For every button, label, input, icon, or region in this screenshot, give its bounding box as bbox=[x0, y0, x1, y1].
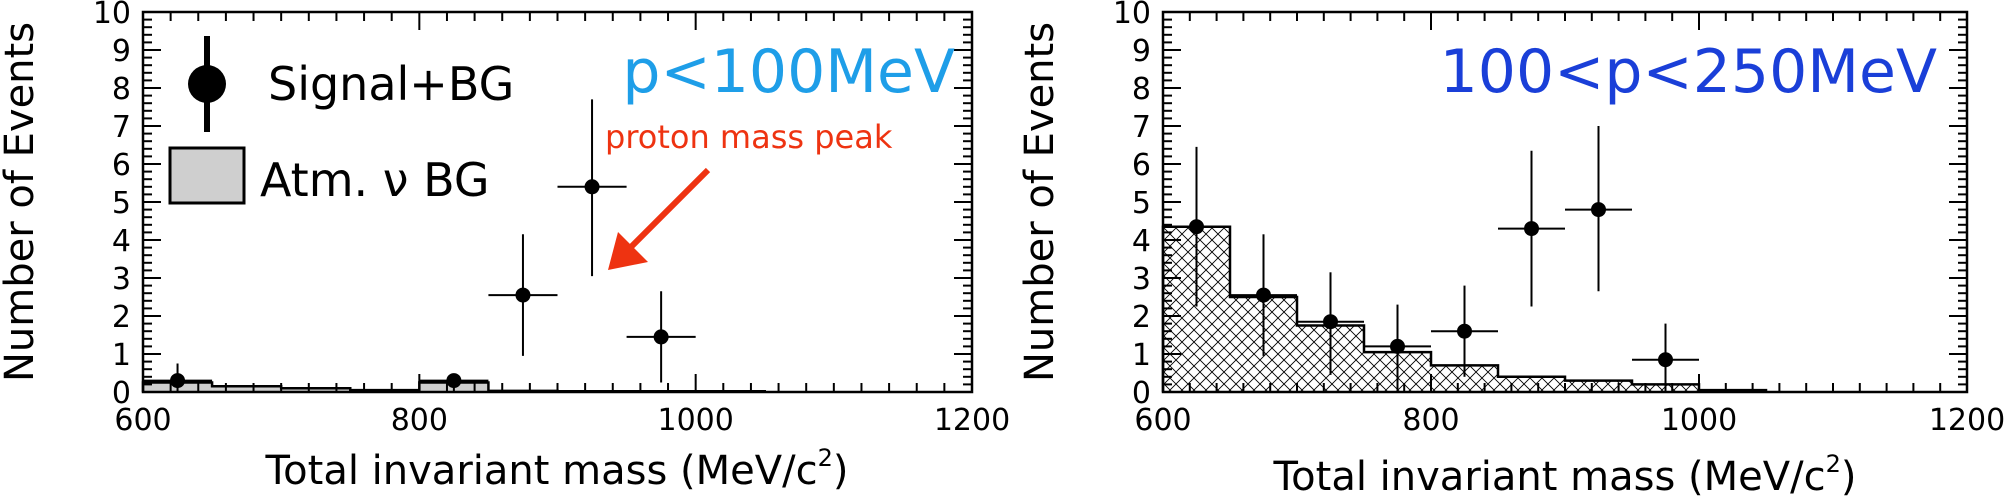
data-points-2 bbox=[1163, 126, 1699, 392]
momentum-range-label-2: 100<p<250MeV bbox=[1440, 37, 1937, 107]
y-tick-label: 4 bbox=[112, 224, 131, 259]
y-tick-label: 6 bbox=[112, 148, 131, 183]
x-axis-label-sup-2: 2 bbox=[1826, 450, 1841, 478]
x-axis-label-end-1: ) bbox=[833, 448, 849, 494]
legend-data-label: Signal+BG bbox=[268, 57, 514, 111]
y-tick-label: 7 bbox=[112, 110, 131, 145]
data-point bbox=[1591, 202, 1606, 218]
y-tick-label: 8 bbox=[1132, 72, 1151, 107]
y-tick-label: 0 bbox=[112, 376, 131, 411]
data-point bbox=[1658, 352, 1673, 368]
x-axis-label-end-2: ) bbox=[1841, 454, 1857, 500]
y-tick-label: 2 bbox=[112, 300, 131, 335]
data-point bbox=[1323, 314, 1338, 330]
x-tick-label: 800 bbox=[1402, 403, 1459, 438]
data-point bbox=[1524, 221, 1539, 237]
annotation-arrow-head bbox=[608, 232, 648, 270]
y-tick-label: 7 bbox=[1132, 110, 1151, 145]
y-tick-label: 6 bbox=[1132, 148, 1151, 183]
data-point bbox=[584, 179, 600, 195]
y-axis-label-2: Number of Events bbox=[1017, 22, 1063, 382]
legend-bg-label: Atm. ν BG bbox=[260, 153, 489, 207]
x-axis-label-sup-1: 2 bbox=[818, 444, 833, 472]
data-point bbox=[515, 287, 531, 303]
data-point bbox=[446, 373, 462, 389]
legend-data-marker bbox=[188, 36, 226, 132]
annotation-1: proton mass peak bbox=[605, 118, 893, 270]
y-tick-label: 10 bbox=[1113, 0, 1151, 31]
bg-bin bbox=[281, 388, 351, 392]
x-tick-label: 800 bbox=[391, 403, 448, 438]
data-point bbox=[1390, 338, 1405, 354]
legend-bg-swatch bbox=[168, 146, 246, 205]
bg-bin bbox=[1565, 380, 1632, 392]
annotation-arrow-shaft bbox=[627, 167, 711, 251]
data-points-1 bbox=[143, 99, 696, 392]
x-axis-label-main-1: Total invariant mass (MeV/c bbox=[265, 448, 818, 494]
x-tick-label: 1000 bbox=[657, 403, 733, 438]
proton-mass-peak-label: proton mass peak bbox=[605, 118, 893, 156]
x-axis-label-2: Total invariant mass (MeV/c2) bbox=[1273, 450, 1857, 500]
x-tick-label: 1200 bbox=[1929, 403, 2005, 438]
x-tick-label: 1000 bbox=[1661, 403, 1737, 438]
momentum-range-label-1: p<100MeV bbox=[622, 37, 955, 107]
data-point bbox=[1189, 219, 1204, 235]
data-point bbox=[653, 329, 669, 345]
x-tick-label: 1200 bbox=[934, 403, 1010, 438]
y-tick-label: 3 bbox=[1132, 262, 1151, 297]
y-tick-label: 1 bbox=[112, 338, 131, 373]
x-tick-label: 600 bbox=[1134, 403, 1191, 438]
legend-1: Signal+BG Atm. ν BG bbox=[168, 36, 514, 207]
x-axis-label-1: Total invariant mass (MeV/c2) bbox=[265, 444, 849, 494]
y-tick-label: 1 bbox=[1132, 338, 1151, 373]
y-tick-label: 8 bbox=[112, 72, 131, 107]
y-tick-label: 10 bbox=[93, 0, 131, 31]
y-tick-label: 9 bbox=[1132, 34, 1151, 69]
data-point bbox=[170, 373, 186, 389]
y-tick-label: 4 bbox=[1132, 224, 1151, 259]
y-tick-label: 9 bbox=[112, 34, 131, 69]
y-tick-label: 0 bbox=[1132, 376, 1151, 411]
x-axis-label-main-2: Total invariant mass (MeV/c bbox=[1273, 454, 1826, 500]
y-axis-label-1: Number of Events bbox=[0, 22, 43, 382]
y-tick-label: 5 bbox=[112, 186, 131, 221]
data-point bbox=[1457, 323, 1472, 339]
y-tick-label: 5 bbox=[1132, 186, 1151, 221]
y-tick-label: 3 bbox=[112, 262, 131, 297]
y-tick-label: 2 bbox=[1132, 300, 1151, 335]
data-point bbox=[1256, 287, 1271, 303]
bg-bin bbox=[212, 386, 282, 392]
x-tick-label: 600 bbox=[114, 403, 171, 438]
bg-bin bbox=[1498, 376, 1565, 392]
